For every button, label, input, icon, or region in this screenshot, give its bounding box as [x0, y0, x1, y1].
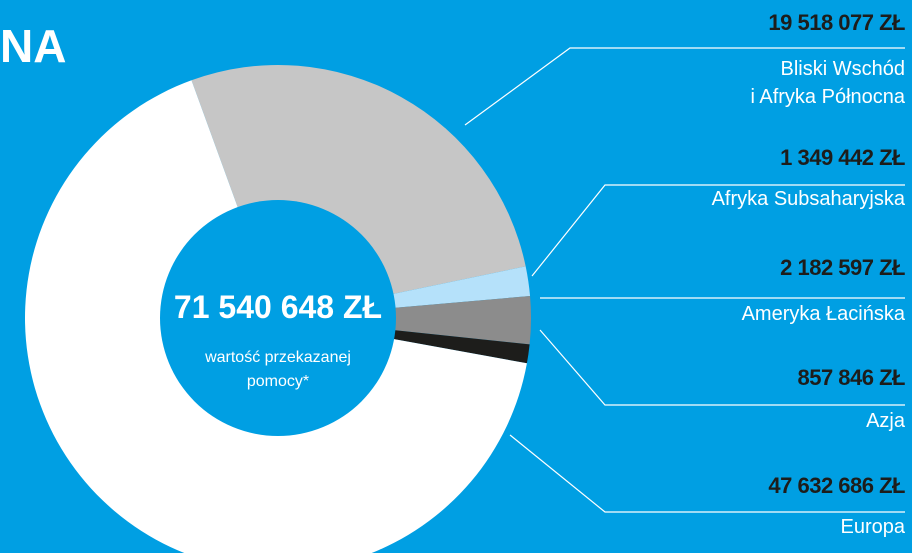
value-label: 857 846 ZŁ [797, 365, 905, 390]
value-label: 2 182 597 ZŁ [780, 255, 905, 280]
center-text: pomocy* [247, 373, 309, 390]
category-label: Bliski Wschód [781, 58, 905, 80]
total-value: 71 540 648 ZŁ [174, 289, 382, 325]
leader-line [464, 47, 905, 126]
leader-line [531, 184, 905, 277]
leader-line [539, 329, 905, 406]
category-label: Ameryka Łacińska [742, 303, 906, 325]
center-text: wartość przekazanej [204, 349, 351, 366]
value-label: 47 632 686 ZŁ [768, 473, 905, 498]
leader-line [509, 434, 905, 513]
donut-hole [160, 200, 396, 436]
value-label: 19 518 077 ZŁ [768, 10, 905, 35]
category-label: Afryka Subsaharyjska [712, 188, 906, 210]
category-label: Europa [841, 516, 906, 538]
donut-segment [278, 295, 531, 345]
chart-title: NA [0, 20, 66, 72]
value-label: 1 349 442 ZŁ [780, 145, 905, 170]
category-label: Azja [866, 410, 906, 432]
category-label: i Afryka Północna [750, 86, 905, 108]
